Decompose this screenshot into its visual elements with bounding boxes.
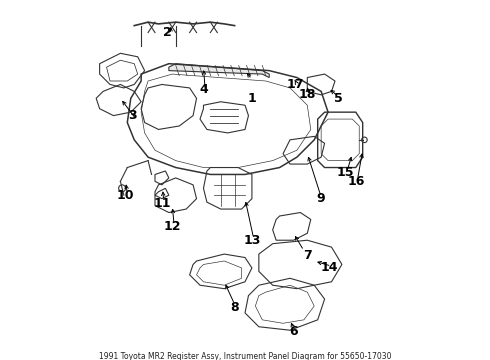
Text: 1991 Toyota MR2 Register Assy, Instrument Panel Diagram for 55650-17030: 1991 Toyota MR2 Register Assy, Instrumen… bbox=[99, 352, 391, 360]
Text: 8: 8 bbox=[230, 301, 239, 314]
Text: 3: 3 bbox=[128, 109, 137, 122]
Text: 14: 14 bbox=[321, 261, 339, 274]
Text: 6: 6 bbox=[289, 325, 298, 338]
Text: 13: 13 bbox=[243, 234, 261, 247]
Text: 15: 15 bbox=[337, 166, 354, 179]
Text: 10: 10 bbox=[117, 189, 134, 202]
Text: 18: 18 bbox=[298, 88, 316, 102]
Text: 17: 17 bbox=[287, 78, 304, 91]
Text: 5: 5 bbox=[334, 92, 343, 105]
Text: 2: 2 bbox=[163, 26, 172, 39]
Text: 1: 1 bbox=[247, 92, 256, 105]
Text: 9: 9 bbox=[317, 192, 325, 205]
Polygon shape bbox=[169, 64, 269, 77]
Text: 11: 11 bbox=[153, 197, 171, 210]
Text: 16: 16 bbox=[347, 175, 365, 188]
Text: 7: 7 bbox=[303, 249, 312, 262]
Text: 12: 12 bbox=[164, 220, 181, 233]
Text: 4: 4 bbox=[199, 83, 208, 96]
